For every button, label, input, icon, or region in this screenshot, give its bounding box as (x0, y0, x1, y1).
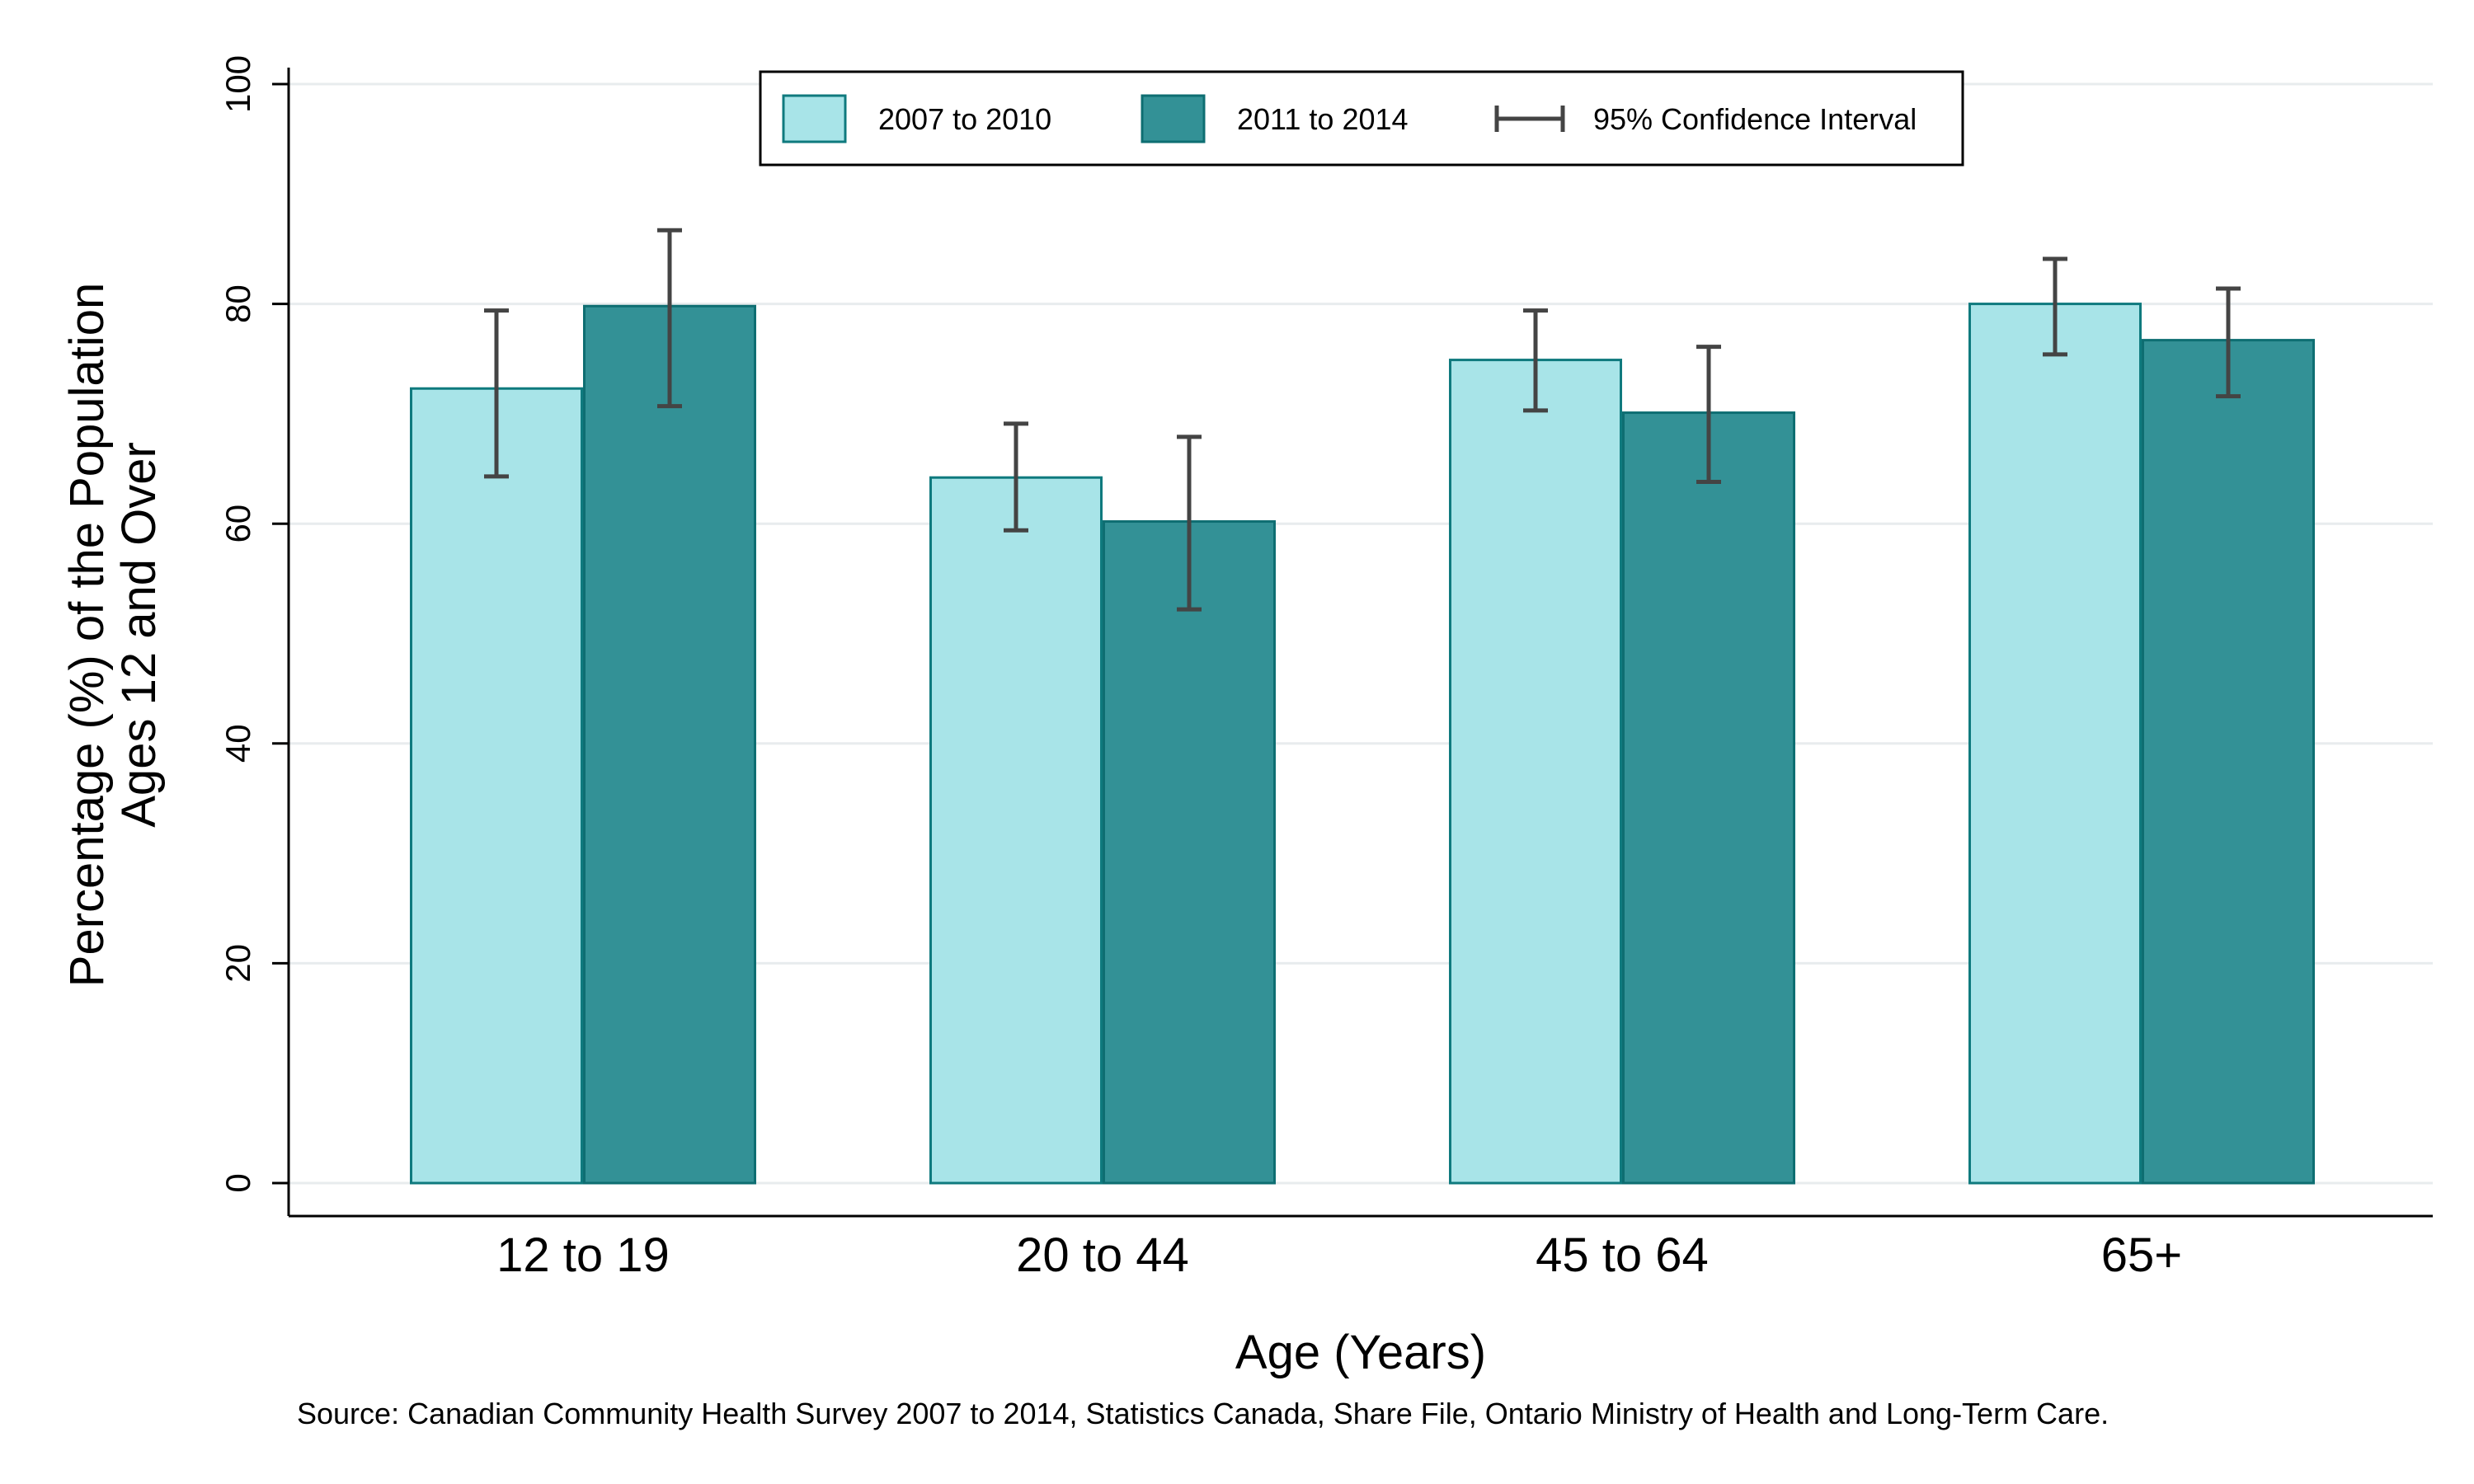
ci-bar-12-to-19-series-2 (657, 228, 682, 409)
legend-label-2011-2014: 2011 to 2014 (1237, 102, 1409, 136)
ci-bar-20-to-44-series-1 (1004, 421, 1028, 533)
x-axis-title: Age (Years) (1235, 1326, 1486, 1379)
source-note: Source: Canadian Community Health Survey… (297, 1397, 2109, 1430)
y-tick-label: 0 (219, 1173, 257, 1192)
y-tick-label: 80 (219, 284, 257, 323)
legend-swatch-2007-2010 (782, 94, 847, 143)
bar-65--series-2 (2142, 339, 2315, 1185)
ci-bar-20-to-44-series-2 (1177, 434, 1202, 612)
bar-12-to-19-series-1 (410, 387, 583, 1185)
y-tick-label: 100 (219, 55, 257, 113)
x-tick-label: 45 to 64 (1536, 1228, 1709, 1282)
ci-bar-45-to-64-series-2 (1696, 345, 1721, 485)
y-tick-label: 40 (219, 724, 257, 763)
y-tick-label: 20 (219, 944, 257, 983)
axes (287, 68, 2433, 1218)
y-tick-label: 60 (219, 505, 257, 543)
ci-bar-65--series-1 (2043, 256, 2067, 357)
legend-label-ci: 95% Confidence Interval (1593, 102, 1917, 136)
legend: 2007 to 2010 2011 to 2014 95% Confidence… (759, 70, 1964, 167)
x-tick-labels: 12 to 19 20 to 44 45 to 64 65+ (496, 1228, 2182, 1282)
ci-bar-12-to-19-series-1 (484, 308, 509, 479)
bar-12-to-19-series-2 (583, 304, 756, 1185)
y-ticks: 0 20 40 60 80 100 (219, 55, 289, 1193)
y-axis-title-line2: Ages 12 and Over (112, 442, 166, 828)
legend-box (759, 70, 1964, 167)
legend-label-2007-2010: 2007 to 2010 (878, 102, 1051, 136)
bar-20-to-44-series-2 (1103, 520, 1276, 1185)
bar-45-to-64-series-1 (1449, 359, 1622, 1185)
x-tick-label: 20 to 44 (1016, 1228, 1189, 1282)
x-tick-label: 12 to 19 (496, 1228, 670, 1282)
bar-65--series-1 (1968, 303, 2142, 1185)
legend-swatch-2011-2014 (1141, 94, 1206, 143)
bar-20-to-44-series-1 (929, 476, 1103, 1185)
bar-45-to-64-series-2 (1622, 411, 1795, 1185)
ci-bar-65--series-2 (2216, 286, 2241, 399)
ci-bar-45-to-64-series-1 (1523, 308, 1548, 413)
x-tick-label: 65+ (2101, 1228, 2182, 1282)
legend-ci-icon (1494, 106, 1565, 132)
y-axis-title-line1: Percentage (%) of the Population (60, 283, 114, 987)
confidence-intervals (484, 228, 2241, 612)
